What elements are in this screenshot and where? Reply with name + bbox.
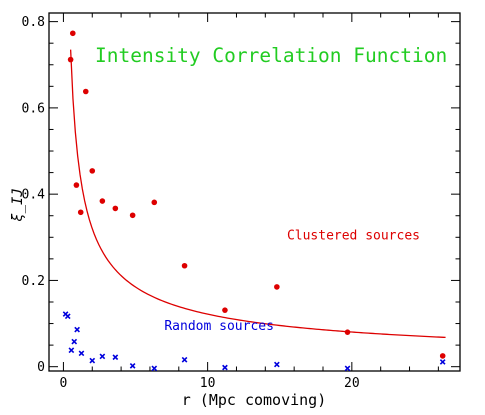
y-tick-label: 0.8 (22, 15, 45, 30)
axis-ticks (49, 13, 460, 371)
y-tick-label: 0.2 (22, 274, 45, 289)
clustered-point (99, 198, 106, 204)
y-axis-label: ξ_IJ (10, 188, 26, 222)
annotation-clustered-sources: Clustered sources (287, 228, 420, 243)
random-point (78, 350, 85, 357)
x-tick-label: 10 (200, 376, 216, 391)
random-point (222, 364, 228, 371)
axis-tick-labels: 0 10 20 0 0.2 0.4 0.6 0.8 (22, 15, 360, 391)
clustered-point (112, 205, 119, 212)
clustered-point (274, 284, 280, 290)
random-point (439, 359, 446, 365)
x-tick-label: 20 (344, 376, 360, 391)
clustered-point (439, 353, 446, 359)
clustered-point (82, 88, 89, 95)
clustered-point (181, 262, 188, 269)
x-axis-label: r (Mpc comoving) (182, 391, 327, 409)
clustered-point (89, 168, 96, 174)
x-tick-label: 0 (60, 376, 68, 391)
random-point (151, 365, 158, 372)
clustered-point (77, 209, 84, 216)
y-tick-label: 0.6 (22, 101, 45, 116)
plot-frame (48, 12, 461, 372)
random-point (344, 365, 351, 372)
data-points (62, 30, 446, 372)
random-point (129, 362, 136, 369)
random-point (74, 326, 80, 333)
random-point (112, 354, 119, 361)
y-tick-label: 0 (37, 360, 45, 375)
clustered-point (73, 182, 80, 188)
clustered-point (129, 212, 136, 219)
clustered-point (222, 307, 228, 313)
clustered-point (151, 199, 158, 206)
clustered-point (344, 329, 351, 335)
random-point (68, 347, 75, 354)
random-point (181, 356, 188, 363)
random-point (273, 361, 280, 368)
clustered-point (69, 30, 76, 37)
random-point (89, 357, 96, 364)
random-point (99, 353, 106, 360)
clustered-point (67, 56, 74, 63)
annotation-random-sources: Random sources (164, 319, 274, 334)
y-tick-label: 0.4 (22, 188, 46, 203)
random-point (71, 338, 78, 345)
random-point (64, 313, 71, 320)
chart-title: Intensity Correlation Function (95, 44, 447, 67)
fit-curve (69, 49, 446, 339)
